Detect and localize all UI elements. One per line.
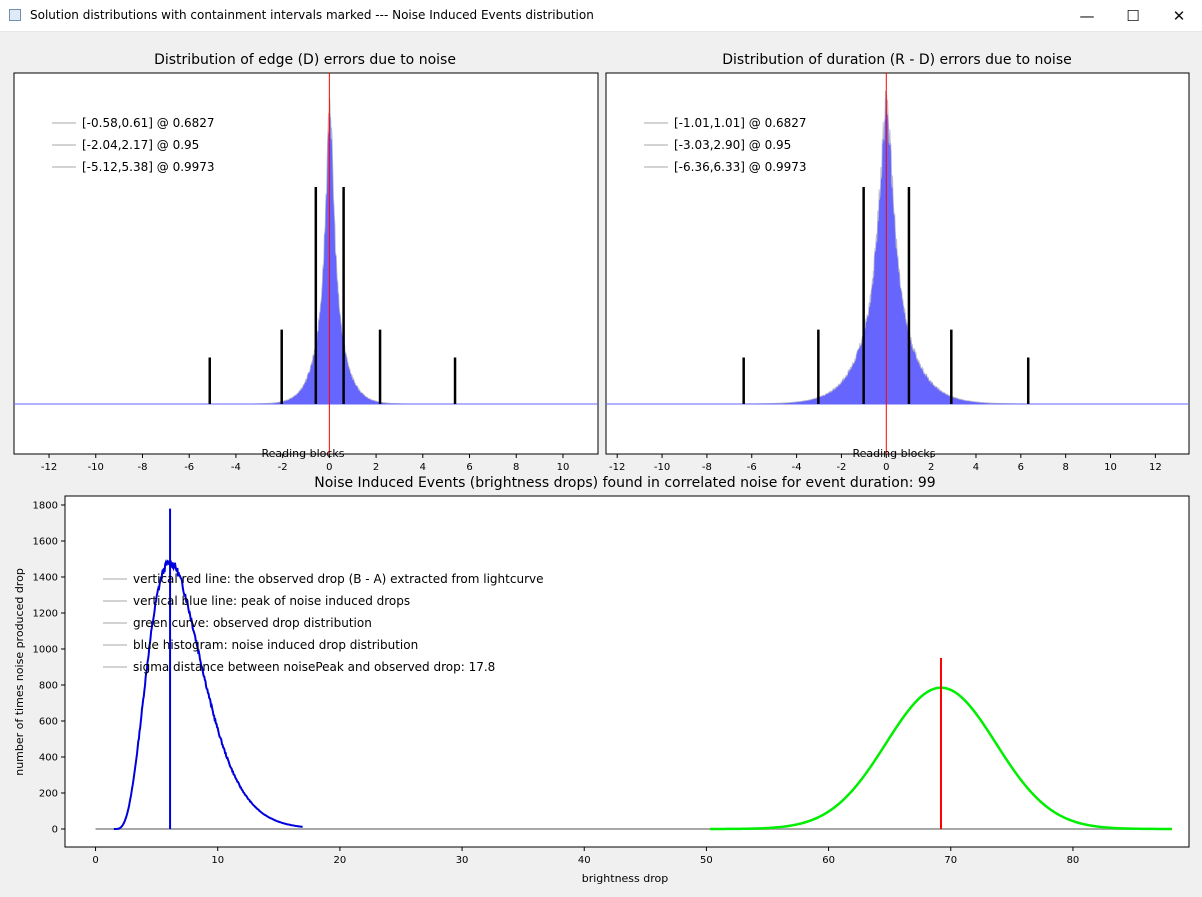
x-tick-label: 2	[928, 462, 934, 473]
plot-title: Distribution of duration (R - D) errors …	[722, 52, 1071, 68]
plot-series	[95, 508, 1172, 831]
x-tick-label: -4	[231, 462, 241, 473]
legend-entry: green curve: observed drop distribution	[133, 616, 372, 630]
x-axis-label: Reading blocks	[261, 447, 344, 460]
y-tick-label: 1000	[33, 645, 58, 656]
window-titlebar: Solution distributions with containment …	[0, 0, 1202, 32]
x-tick-label: 20	[334, 855, 347, 866]
legend-entry: sigma distance between noisePeak and obs…	[133, 660, 495, 674]
y-tick-label: 1200	[33, 609, 58, 620]
x-tick-label: 10	[211, 855, 224, 866]
legend: [-1.01,1.01] @ 0.6827 [-3.03,2.90] @ 0.95…	[644, 116, 807, 174]
legend-entry: [-1.01,1.01] @ 0.6827	[674, 116, 807, 130]
y-tick-label: 600	[39, 717, 58, 728]
histogram-fill	[606, 90, 1189, 405]
x-tick-label: 0	[883, 462, 889, 473]
legend-entry: blue histogram: noise induced drop distr…	[133, 638, 418, 652]
duration-error-plot: Distribution of duration (R - D) errors …	[605, 52, 1190, 473]
legend: vertical red line: the observed drop (B …	[103, 572, 543, 674]
legend-entry: [-5.12,5.38] @ 0.9973	[82, 160, 215, 174]
interval-bars	[742, 187, 1030, 404]
x-tick-label: -6	[184, 462, 194, 473]
noise-drop-histogram	[113, 558, 303, 830]
histogram	[606, 73, 1189, 454]
maximize-button[interactable]: ☐	[1126, 6, 1140, 25]
y-tick-label: 0	[52, 825, 58, 836]
y-axis-label: number of times noise produced drop	[13, 568, 26, 776]
y-tick-label: 400	[39, 753, 58, 764]
x-tick-label: 10	[557, 462, 570, 473]
x-tick-label: -2	[278, 462, 288, 473]
legend: [-0.58,0.61] @ 0.6827 [-2.04,2.17] @ 0.95…	[52, 116, 215, 174]
minimize-button[interactable]: —	[1079, 6, 1095, 25]
x-tick-label: 30	[456, 855, 469, 866]
x-axis-label: brightness drop	[582, 872, 669, 885]
x-axis-ticks: -12 -10 -8 -6 -4 -2 0 2 4 6 8 10 12	[609, 454, 1162, 473]
x-tick-label: -4	[792, 462, 802, 473]
x-tick-label: 70	[944, 855, 957, 866]
window-title: Solution distributions with containment …	[30, 8, 594, 22]
noise-induced-events-plot: Noise Induced Events (brightness drops) …	[13, 475, 1190, 885]
x-tick-label: -8	[702, 462, 712, 473]
x-tick-label: 0	[326, 462, 332, 473]
plot-frame	[64, 495, 1190, 848]
x-tick-label: -12	[609, 462, 625, 473]
x-tick-label: 80	[1067, 855, 1080, 866]
legend-entry: [-2.04,2.17] @ 0.95	[82, 138, 199, 152]
x-tick-label: -10	[88, 462, 104, 473]
app-icon	[9, 9, 21, 21]
y-tick-label: 1400	[33, 573, 58, 584]
plots-canvas: Distribution of edge (D) errors due to n…	[13, 52, 1190, 885]
x-tick-label: 8	[1062, 462, 1068, 473]
y-tick-label: 1800	[33, 501, 58, 512]
x-tick-label: 10	[1104, 462, 1117, 473]
x-tick-label: 8	[513, 462, 519, 473]
x-tick-label: 12	[1149, 462, 1162, 473]
legend-entry: [-6.36,6.33] @ 0.9973	[674, 160, 807, 174]
plot-window-client: Distribution of edge (D) errors due to n…	[1, 32, 1201, 896]
x-tick-label: -10	[654, 462, 670, 473]
x-tick-label: 0	[92, 855, 98, 866]
axis-ticks: 0 10 20 30 40 50 60 70 8002004006008001000120014…	[33, 501, 1080, 867]
x-tick-label: -6	[747, 462, 757, 473]
x-tick-label: 50	[700, 855, 713, 866]
x-tick-label: 4	[420, 462, 426, 473]
x-axis-ticks: -12 -10 -8 -6 -4 -2 0 2 4 6 8 10	[41, 454, 569, 473]
x-tick-label: -8	[137, 462, 147, 473]
x-tick-label: 60	[822, 855, 835, 866]
x-tick-label: 6	[466, 462, 472, 473]
close-button[interactable]: ✕	[1172, 6, 1186, 25]
x-axis-label: Reading blocks	[852, 447, 935, 460]
x-tick-label: -12	[41, 462, 57, 473]
legend-entry: vertical red line: the observed drop (B …	[133, 572, 543, 586]
plot-title: Distribution of edge (D) errors due to n…	[154, 52, 456, 68]
x-tick-label: 2	[373, 462, 379, 473]
legend-entry: [-0.58,0.61] @ 0.6827	[82, 116, 215, 130]
y-tick-label: 800	[39, 681, 58, 692]
plot-title: Noise Induced Events (brightness drops) …	[314, 475, 935, 491]
interval-bars	[208, 187, 457, 404]
histogram	[14, 73, 598, 454]
y-tick-label: 200	[39, 789, 58, 800]
y-tick-label: 1600	[33, 537, 58, 548]
legend-entry: [-3.03,2.90] @ 0.95	[674, 138, 791, 152]
x-tick-label: 4	[973, 462, 979, 473]
x-tick-label: 6	[1018, 462, 1024, 473]
edge-error-plot: Distribution of edge (D) errors due to n…	[13, 52, 599, 473]
legend-entry: vertical blue line: peak of noise induce…	[133, 594, 410, 608]
x-tick-label: -2	[836, 462, 846, 473]
x-tick-label: 40	[578, 855, 591, 866]
